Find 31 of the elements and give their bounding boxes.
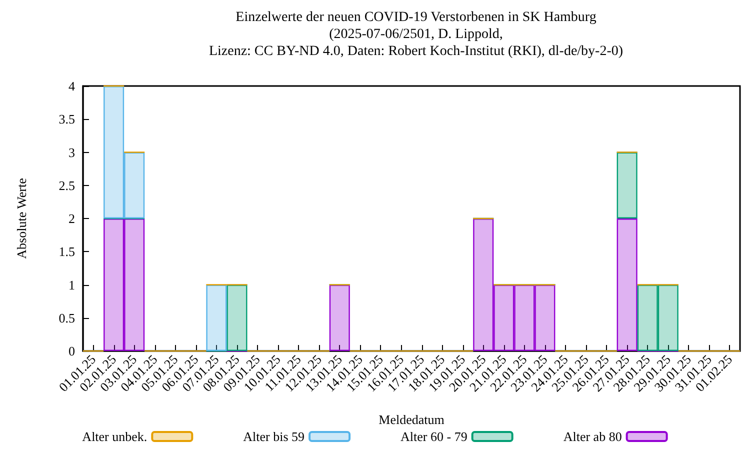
bar (637, 284, 658, 351)
y-axis-title: Absolute Werte (14, 178, 29, 259)
legend-label: Alter ab 80 (563, 429, 622, 444)
chart-title: Einzelwerte der neuen COVID-19 Verstorbenen in SK Hamburg (2025-07-06/2501, D. Lippold, Lizenz: CC BY-ND 4.0, Daten: Robert Koch-Institut (RKI), dl-de/by-2-0) (208, 10, 624, 59)
y-tick-label: 2 (68, 211, 75, 226)
y-tick-label: 3 (68, 144, 75, 160)
y-tick-label: 0 (68, 344, 75, 358)
bar (124, 218, 145, 351)
y-tick-label: 0.5 (58, 310, 75, 326)
y-tick-label: 2.5 (58, 178, 75, 193)
bar (104, 218, 124, 351)
legend-label: Alter bis 59 (243, 429, 305, 444)
y-tick-label: 3.5 (58, 112, 75, 127)
legend-label: Alter 60 - 79 (400, 429, 468, 444)
bar (658, 284, 678, 351)
y-tick-label: 4 (68, 78, 76, 94)
bar (616, 152, 638, 218)
bar (329, 284, 350, 351)
bar (124, 152, 145, 218)
bar (616, 218, 638, 351)
bar (104, 86, 124, 218)
bar (473, 218, 494, 351)
bar (494, 284, 514, 351)
y-tick-label: 1.5 (58, 244, 75, 260)
bar (534, 284, 556, 351)
bar (226, 284, 248, 351)
legend-label: Alter unbek. (82, 429, 148, 444)
bar (206, 284, 227, 351)
bar (514, 284, 535, 351)
x-axis-title: Meldedatum (378, 412, 444, 427)
y-tick-label: 1 (68, 277, 75, 292)
